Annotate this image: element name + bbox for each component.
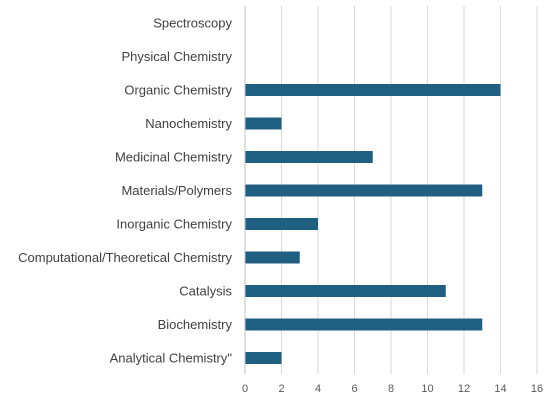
x-tick-label: 12 [458, 383, 470, 395]
bar [245, 151, 373, 163]
category-label: Computational/Theoretical Chemistry [18, 250, 232, 265]
bar [245, 84, 501, 96]
bar [245, 218, 318, 230]
bar [245, 251, 300, 264]
x-tick-label: 0 [242, 383, 248, 395]
x-tick-label: 16 [531, 383, 543, 395]
category-label: Physical Chemistry [121, 49, 232, 64]
bar [245, 352, 282, 364]
category-label: Catalysis [179, 284, 232, 299]
category-label: Biochemistry [158, 317, 233, 332]
bar [245, 184, 483, 197]
category-label: Nanochemistry [145, 116, 232, 131]
x-tick-labels: 0 2 4 6 8 10 12 14 16 [242, 383, 543, 395]
x-tick-label: 2 [278, 383, 284, 395]
bars [245, 84, 501, 364]
bar [245, 318, 483, 331]
x-tick-label: 8 [388, 383, 394, 395]
x-tick-label: 6 [351, 383, 357, 395]
x-tick-label: 10 [421, 383, 433, 395]
category-label: Organic Chemistry [124, 83, 232, 98]
category-label: Materials/Polymers [121, 183, 232, 198]
category-label: Inorganic Chemistry [116, 217, 232, 232]
bar [245, 285, 446, 297]
category-label: Spectroscopy [153, 16, 232, 31]
x-tick-label: 14 [494, 383, 506, 395]
x-tick-label: 4 [315, 383, 321, 395]
category-label: Analytical Chemistry" [110, 351, 233, 366]
category-label: Medicinal Chemistry [115, 150, 233, 165]
bar [245, 117, 282, 130]
category-labels: Spectroscopy Physical Chemistry Organic Ch… [18, 16, 232, 366]
